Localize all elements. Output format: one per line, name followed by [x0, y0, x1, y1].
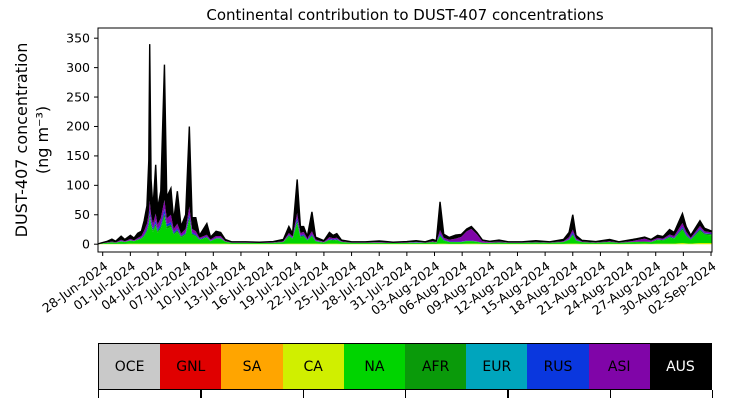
- legend-label: NA: [364, 358, 385, 375]
- legend-label: ASI: [607, 358, 631, 375]
- y-tick-label: 350: [66, 30, 90, 45]
- area-series-na: [98, 217, 712, 245]
- legend-label: AUS: [666, 358, 695, 375]
- legend-axis-tick: [98, 390, 100, 398]
- y-tick-label: 250: [66, 89, 90, 104]
- legend-label: RUS: [543, 358, 573, 375]
- legend-item-sa: SA: [221, 344, 283, 389]
- axes-frame: [97, 27, 713, 253]
- legend-axis-tick: [302, 390, 304, 398]
- legend-item-aus: AUS: [649, 344, 712, 389]
- legend-label: AFR: [421, 358, 450, 375]
- y-tick-label: 300: [66, 60, 90, 75]
- legend-axis-tick: [200, 390, 202, 398]
- legend-axis-tick: [507, 390, 509, 398]
- legend-axis-tick: [712, 390, 714, 398]
- legend-axis-tick: [405, 390, 407, 398]
- plot-area: 05010015020025030035028-Jun-202401-Jul-2…: [39, 27, 719, 318]
- y-tick-label: 150: [66, 148, 90, 163]
- legend: OCE GNL SA CA NA AFR EUR RUS ASI AUS: [98, 343, 712, 390]
- legend-label: CA: [303, 358, 323, 375]
- legend-item-asi: ASI: [588, 344, 650, 389]
- legend-item-ca: CA: [282, 344, 344, 389]
- chart-title: Continental contribution to DUST-407 con…: [206, 6, 604, 24]
- legend-axis-tick: [609, 390, 611, 398]
- legend-item-gnl: GNL: [160, 344, 222, 389]
- total-outline: [98, 44, 712, 245]
- legend-item-afr: AFR: [405, 344, 467, 389]
- legend-label: GNL: [176, 358, 206, 375]
- legend-label: SA: [242, 358, 262, 375]
- legend-label: EUR: [482, 358, 512, 375]
- legend-item-eur: EUR: [466, 344, 528, 389]
- legend-label: OCE: [114, 358, 145, 375]
- y-tick-label: 50: [74, 207, 90, 222]
- legend-item-oce: OCE: [99, 344, 161, 389]
- legend-item-rus: RUS: [527, 344, 589, 389]
- y-tick-label: 200: [66, 119, 90, 134]
- y-tick-label: 100: [66, 178, 90, 193]
- y-tick-label: 0: [82, 236, 90, 251]
- legend-item-na: NA: [343, 344, 406, 389]
